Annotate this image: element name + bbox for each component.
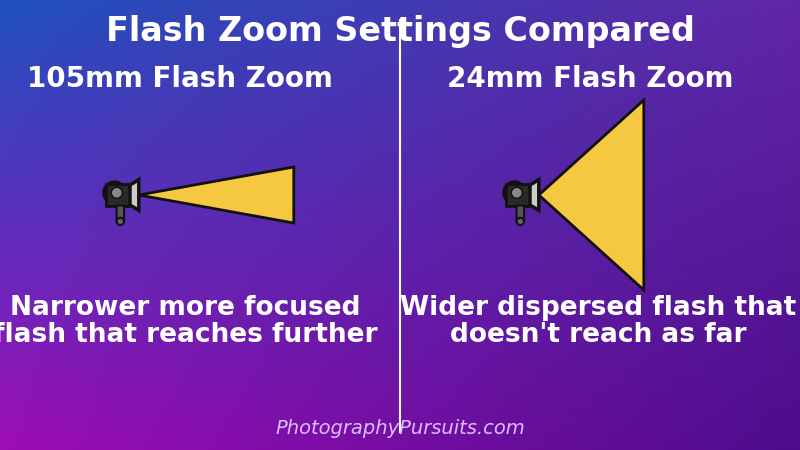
Text: 24mm Flash Zoom: 24mm Flash Zoom xyxy=(446,65,734,93)
Polygon shape xyxy=(530,180,539,211)
Circle shape xyxy=(517,218,524,225)
Polygon shape xyxy=(539,100,644,290)
Polygon shape xyxy=(130,180,139,211)
Circle shape xyxy=(104,182,126,204)
Circle shape xyxy=(111,187,122,198)
Circle shape xyxy=(511,187,522,198)
Bar xyxy=(506,184,530,206)
Text: Wider dispersed flash that: Wider dispersed flash that xyxy=(400,295,796,321)
Text: 105mm Flash Zoom: 105mm Flash Zoom xyxy=(27,65,333,93)
Circle shape xyxy=(504,182,526,204)
Text: Narrower more focused: Narrower more focused xyxy=(10,295,360,321)
Bar xyxy=(106,184,130,206)
Circle shape xyxy=(117,218,124,225)
Polygon shape xyxy=(139,167,294,223)
FancyBboxPatch shape xyxy=(117,206,124,222)
FancyBboxPatch shape xyxy=(517,206,524,222)
Text: doesn't reach as far: doesn't reach as far xyxy=(450,322,746,348)
Text: Flash Zoom Settings Compared: Flash Zoom Settings Compared xyxy=(106,15,694,48)
Text: flash that reaches further: flash that reaches further xyxy=(0,322,378,348)
Text: PhotographyPursuits.com: PhotographyPursuits.com xyxy=(275,419,525,438)
